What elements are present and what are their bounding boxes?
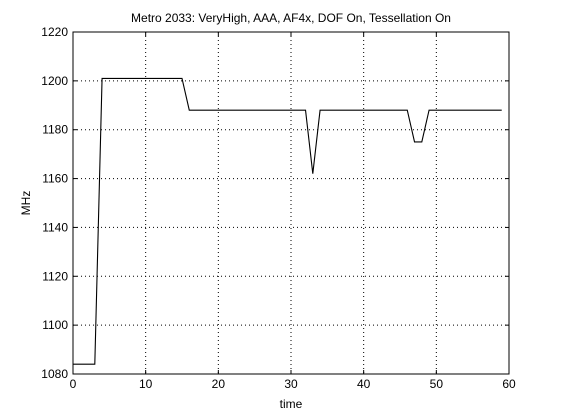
y-tick-label: 1120 [42,269,68,283]
plot-background [73,32,509,374]
x-tick-label: 50 [430,377,444,391]
chart-title: Metro 2033: VeryHigh, AAA, AF4x, DOF On,… [131,11,451,25]
y-tick-label: 1080 [41,367,68,381]
grid-lines [73,32,509,374]
y-axis-label: MHz [19,191,33,216]
x-tick-label: 30 [284,377,298,391]
x-tick-label: 0 [70,377,77,391]
y-tick-label: 1220 [41,25,68,39]
y-tick-label: 1140 [42,220,68,234]
tick-marks [72,31,510,375]
x-tick-label: 20 [212,377,226,391]
series-layer [73,77,502,365]
y-tick-labels: 1080 1100 1120 1140 1160 1180 1200 1220 [41,25,68,381]
y-tick-label: 1100 [42,318,68,332]
x-axis-label: time [280,397,303,411]
x-tick-labels: 0 10 20 30 40 50 60 [70,377,516,391]
y-tick-label: 1160 [42,172,68,186]
series-line [73,77,502,365]
x-tick-label: 40 [357,377,371,391]
x-tick-label: 60 [502,377,516,391]
y-tick-label: 1200 [41,74,68,88]
y-tick-label: 1180 [42,123,68,137]
x-tick-label: 10 [139,377,153,391]
